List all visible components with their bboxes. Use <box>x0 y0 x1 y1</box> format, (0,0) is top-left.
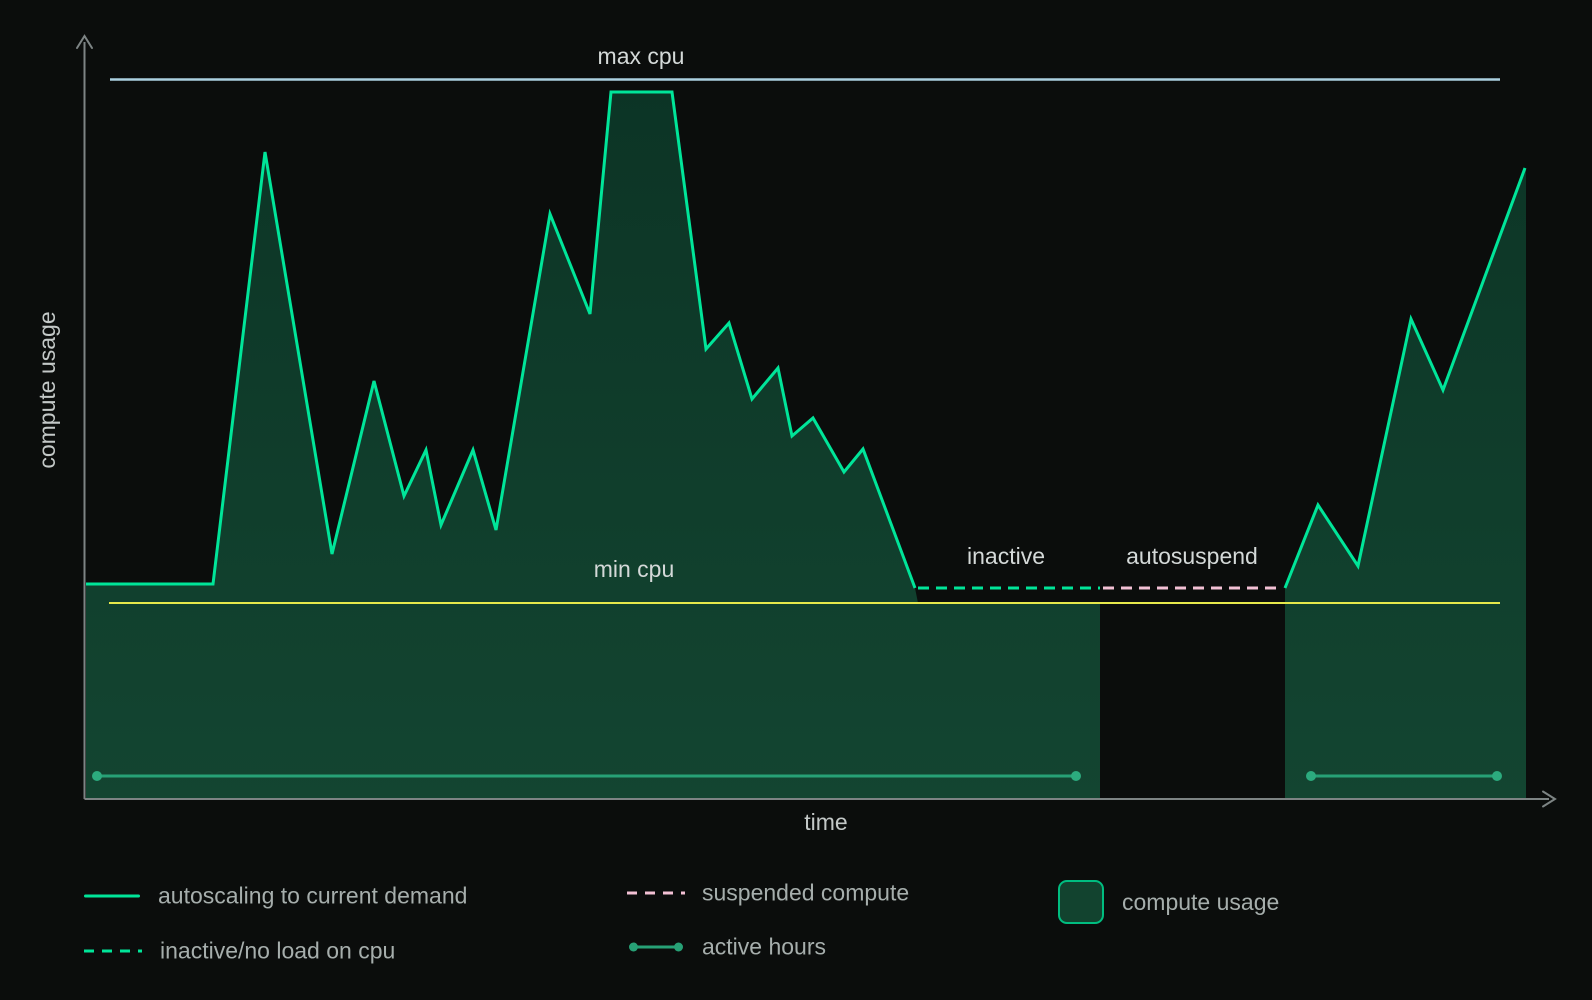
autosuspend-label: autosuspend <box>1126 543 1258 569</box>
active-hours-dot <box>1071 771 1081 781</box>
x-axis-label: time <box>804 809 847 835</box>
min-cpu-label: min cpu <box>594 556 675 582</box>
compute-usage-area <box>86 92 1100 799</box>
active-hours-dot <box>92 771 102 781</box>
resume-line <box>1283 167 1527 589</box>
compute-usage-area-right <box>1285 168 1526 799</box>
demand-line <box>86 90 917 589</box>
y-axis-arrow <box>76 34 93 49</box>
y-axis-label: compute usage <box>34 311 60 468</box>
inactive-label: inactive <box>967 543 1045 569</box>
active-hours-dot <box>1492 771 1502 781</box>
active-hours-dot <box>1306 771 1316 781</box>
x-axis-arrow <box>1542 790 1557 808</box>
max-cpu-label: max cpu <box>598 43 685 69</box>
